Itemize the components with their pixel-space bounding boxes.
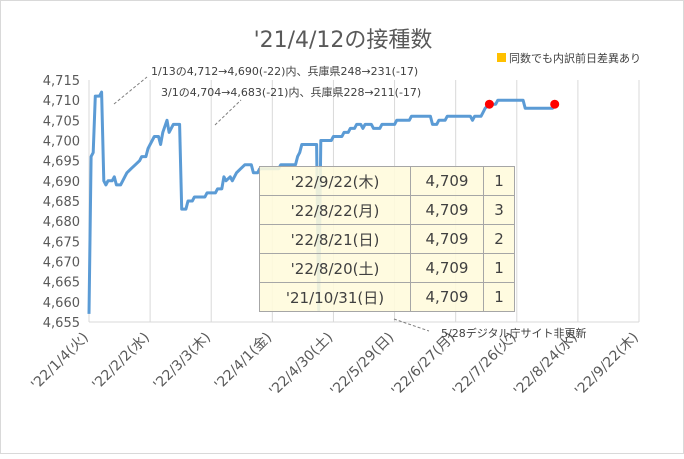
table-cell-value: 4,709 [410,195,484,225]
y-tick-label: 4,675 [43,235,80,250]
legend-label: 同数でも内訳前日差異あり [509,51,641,65]
markers [484,99,560,109]
table-cell-count: 2 [483,224,515,254]
table-cell-date: '22/9/22(木) [259,166,411,196]
series-line [87,90,557,314]
table-cell-value: 4,709 [410,224,484,254]
table-cell-date: '22/8/20(土) [259,253,411,283]
table-row: '22/9/22(木) 4,709 1 [259,166,515,196]
y-tick-label: 4,705 [43,114,80,129]
table-cell-date: '22/8/22(月) [259,195,411,225]
y-tick-label: 4,660 [43,296,80,311]
y-tick-label: 4,710 [43,94,80,109]
y-tick-label: 4,665 [43,276,80,291]
table-cell-count: 1 [483,166,515,196]
table-cell-value: 4,709 [410,282,484,312]
y-tick-label: 4,655 [43,316,80,331]
table-cell-count: 1 [483,282,515,312]
annotations: 1/13の4,712→4,690(-22)内、兵庫県248→231(-17) 3… [113,64,586,340]
annotation-leader-3 [393,318,430,332]
legend-swatch [497,53,506,62]
annotation-leader-1 [113,76,148,105]
data-point-marker [550,99,560,109]
table-cell-date: '22/8/21(日) [259,224,411,254]
y-tick-label: 4,700 [43,135,80,150]
data-point-marker [484,99,494,109]
table-row: '22/8/20(土) 4,709 1 [259,253,515,283]
table-row: '22/8/22(月) 4,709 3 [259,195,515,225]
x-tick-label: '22/5/29(日) [328,330,398,400]
table-cell-count: 3 [483,195,515,225]
table-cell-date: '21/10/31(日) [259,282,411,312]
y-axis: 4,655 4,660 4,665 4,670 4,675 4,680 4,685 4,690… [43,74,80,331]
y-tick-label: 4,695 [43,155,80,170]
y-tick-label: 4,690 [43,175,80,190]
annotation-leader-2 [214,99,242,126]
data-table: '22/9/22(木) 4,709 1 '22/8/22(月) 4,709 3 '22/… [259,166,515,312]
chart-title: '21/4/12の接種数 [254,28,433,53]
y-tick-label: 4,685 [43,195,80,210]
annotation-2: 3/1の4,704→4,683(-21)内、兵庫県228→211(-17) [161,85,421,99]
table-cell-value: 4,709 [410,166,484,196]
y-tick-label: 4,670 [43,256,80,271]
x-tick-label: '22/3/3(木) [151,330,215,394]
table-cell-value: 4,709 [410,253,484,283]
chart-legend: 同数でも内訳前日差異あり [497,51,641,65]
annotation-3: 5/28デジタル庁サイト非更新 [441,326,586,340]
table-row: '21/10/31(日) 4,709 1 [259,282,515,312]
y-tick-label: 4,680 [43,215,80,230]
y-tick-label: 4,715 [43,74,80,89]
annotation-1: 1/13の4,712→4,690(-22)内、兵庫県248→231(-17) [151,64,418,78]
x-tick-label: '22/1/4(火) [28,330,92,394]
table-row: '22/8/21(日) 4,709 2 [259,224,515,254]
x-tick-label: '22/4/30(土) [266,330,336,400]
table-cell-count: 1 [483,253,515,283]
x-tick-label: '22/2/2(水) [89,330,153,394]
x-tick-label: '22/4/1(金) [212,330,276,394]
